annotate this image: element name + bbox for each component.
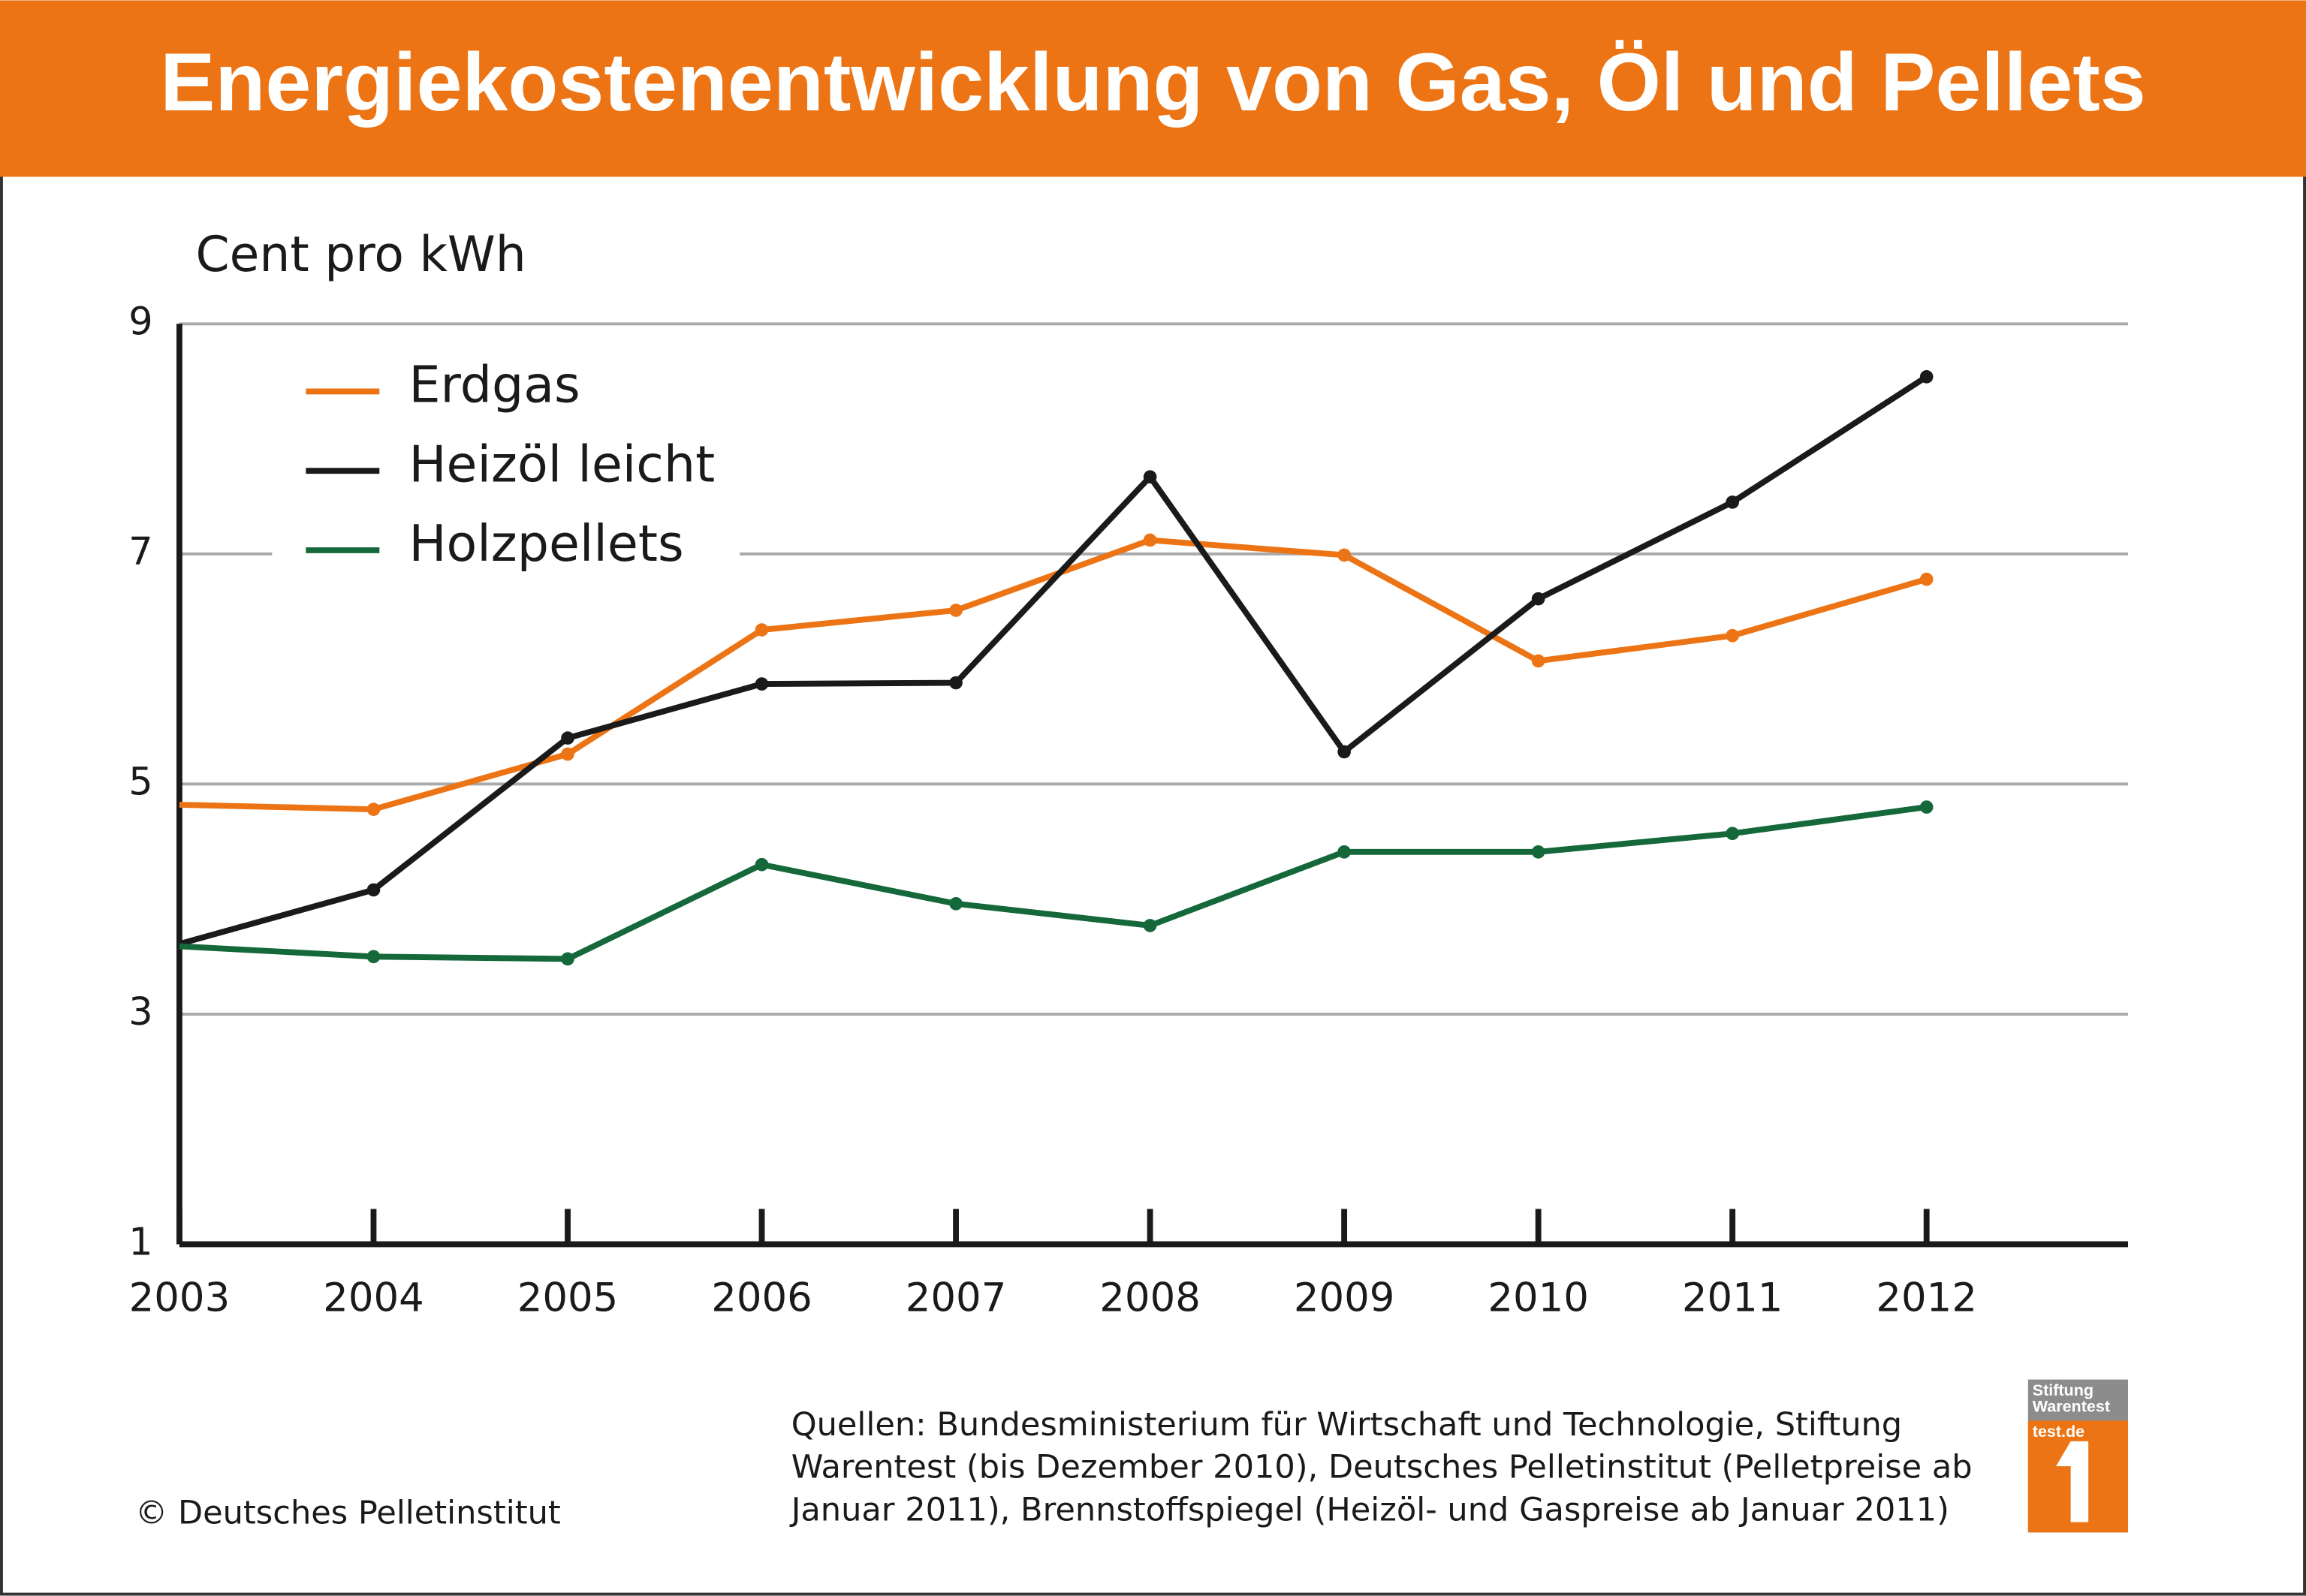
source-note: Januar 2011), Brennstoffspiegel (Heizöl-… [789,1491,1949,1528]
x-tick-label: 2006 [711,1275,812,1320]
series-line [179,804,1928,962]
x-tick-label: 2004 [323,1275,424,1320]
y-tick-label: 3 [128,990,152,1034]
point [561,747,574,761]
source-note: Warentest (bis Dezember 2010), Deutsches… [791,1449,1973,1486]
point [1726,628,1739,643]
point [1337,745,1351,759]
point [1726,827,1739,841]
point [561,731,574,745]
logo-one [2056,1441,2089,1522]
x-tick-label: 2010 [1488,1275,1589,1320]
point [1919,572,1934,586]
point [1531,845,1545,859]
point [366,803,381,816]
point [1726,495,1739,509]
x-tick-label: 2011 [1682,1275,1783,1320]
point [561,952,574,966]
copyright: © Deutsches Pelletinstitut [135,1494,561,1531]
point [1143,533,1157,547]
y-axis-label: Cent pro kWh [195,227,526,283]
y-tick-label: 7 [128,530,152,574]
y-tick-label: 1 [128,1220,152,1264]
logo-text: Stiftung [2033,1381,2093,1399]
logo-text: test.de [2033,1423,2084,1441]
source-note: Quellen: Bundesministerium für Wirtschaf… [791,1406,1902,1444]
y-tick-label: 5 [128,760,152,804]
legend-label: Holzpellets [408,514,683,573]
x-tick-label: 2008 [1099,1275,1201,1320]
point [366,950,381,964]
point [1919,370,1934,384]
series-line [178,374,1928,947]
point [755,857,769,872]
point [366,883,381,897]
series-line [179,537,1928,813]
point [949,896,963,911]
y-tick-label: 9 [128,300,152,344]
point [1531,654,1545,668]
point [755,677,769,691]
x-tick-label: 2009 [1294,1275,1395,1320]
point [949,676,963,690]
point [755,623,769,637]
x-tick-label: 2012 [1876,1275,1977,1320]
legend: Erdgas Heizöl leicht Holzpellets [272,353,740,589]
legend-label: Erdgas [408,356,580,414]
header [0,0,2306,177]
point [1143,470,1157,484]
x-tick-label: 2007 [906,1275,1007,1320]
point [1531,592,1545,606]
point [949,604,963,617]
point [1337,845,1351,859]
point [1919,800,1934,814]
point [1337,548,1351,562]
x-tick-label: 2003 [129,1275,231,1320]
x-tick-label: 2005 [517,1275,619,1320]
logo-text: Warentest [2033,1398,2110,1416]
point [1143,919,1157,932]
legend-label: Heizöl leicht [408,435,715,493]
chart-title: Energiekostenentwicklung von Gas, Öl und… [160,37,2146,128]
logo: Stiftung Warentest test.de [2027,1379,2129,1533]
